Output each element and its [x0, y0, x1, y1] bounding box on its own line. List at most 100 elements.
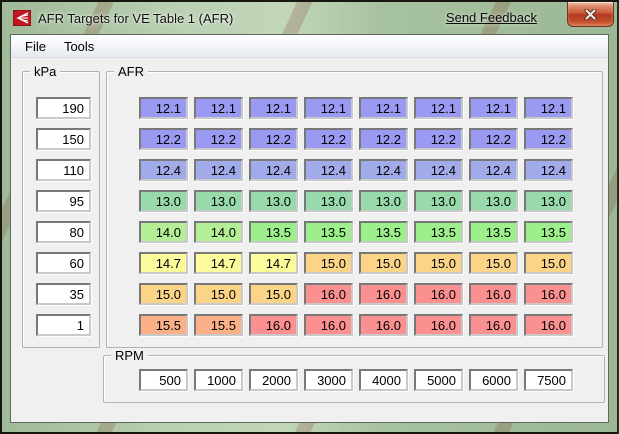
afr-cell[interactable]: 12.4	[249, 159, 298, 181]
afr-cell[interactable]: 12.1	[194, 97, 243, 119]
afr-cell[interactable]: 13.5	[359, 221, 408, 243]
afr-cell[interactable]: 13.5	[524, 221, 573, 243]
afr-cell[interactable]: 16.0	[359, 283, 408, 305]
afr-cell[interactable]: 13.0	[304, 190, 353, 212]
rpm-input[interactable]	[469, 369, 518, 391]
afr-cell[interactable]: 12.4	[469, 159, 518, 181]
afr-cell[interactable]: 12.4	[414, 159, 463, 181]
kpa-input[interactable]	[36, 283, 91, 305]
kpa-input[interactable]	[36, 97, 91, 119]
afr-cell[interactable]: 12.4	[139, 159, 188, 181]
rpm-input[interactable]	[524, 369, 573, 391]
afr-cell[interactable]: 15.0	[414, 252, 463, 274]
afr-cell[interactable]: 14.0	[139, 221, 188, 243]
rpm-input[interactable]	[414, 369, 463, 391]
title-bar[interactable]: AFR Targets for VE Table 1 (AFR) Send Fe…	[2, 2, 617, 34]
afr-cell[interactable]: 13.0	[139, 190, 188, 212]
rpm-groupbox-label: RPM	[111, 348, 148, 363]
kpa-groupbox-label: kPa	[30, 64, 61, 79]
afr-cell[interactable]: 13.0	[524, 190, 573, 212]
afr-cell[interactable]: 12.1	[139, 97, 188, 119]
afr-cell[interactable]: 12.1	[524, 97, 573, 119]
afr-cell[interactable]: 12.4	[304, 159, 353, 181]
afr-cell[interactable]: 12.1	[469, 97, 518, 119]
afr-cell[interactable]: 12.4	[524, 159, 573, 181]
afr-cell[interactable]: 12.1	[249, 97, 298, 119]
menu-item-tools[interactable]: Tools	[63, 38, 95, 54]
close-button[interactable]	[567, 2, 614, 27]
menu-bar: File Tools	[11, 35, 608, 58]
afr-groupbox-label: AFR	[114, 64, 148, 79]
menu-item-file[interactable]: File	[25, 38, 46, 54]
afr-cell[interactable]: 16.0	[524, 314, 573, 336]
afr-cell[interactable]: 16.0	[359, 314, 408, 336]
afr-cell[interactable]: 15.5	[194, 314, 243, 336]
afr-cell[interactable]: 12.2	[139, 128, 188, 150]
afr-cell[interactable]: 16.0	[469, 314, 518, 336]
window-title: AFR Targets for VE Table 1 (AFR)	[38, 10, 234, 26]
afr-cell[interactable]: 12.4	[359, 159, 408, 181]
afr-table: 12.1 12.1 12.1 12.1 12.1 12.1 12.1 12.1 12.2 12.2…	[139, 97, 573, 336]
close-icon	[584, 8, 597, 20]
rpm-input[interactable]	[359, 369, 408, 391]
afr-cell[interactable]: 12.2	[469, 128, 518, 150]
afr-cell[interactable]: 15.0	[359, 252, 408, 274]
afr-cell[interactable]: 12.2	[414, 128, 463, 150]
afr-cell[interactable]: 12.4	[194, 159, 243, 181]
kpa-input[interactable]	[36, 128, 91, 150]
kpa-input[interactable]	[36, 190, 91, 212]
afr-cell[interactable]: 12.2	[194, 128, 243, 150]
afr-cell[interactable]: 12.2	[524, 128, 573, 150]
afr-cell[interactable]: 14.7	[194, 252, 243, 274]
rpm-groupbox: RPM	[103, 348, 605, 403]
afr-cell[interactable]: 13.0	[469, 190, 518, 212]
afr-cell[interactable]: 12.1	[414, 97, 463, 119]
kpa-input[interactable]	[36, 252, 91, 274]
afr-cell[interactable]: 16.0	[414, 283, 463, 305]
afr-cell[interactable]: 12.2	[304, 128, 353, 150]
kpa-fields	[36, 97, 91, 336]
kpa-input[interactable]	[36, 159, 91, 181]
afr-cell[interactable]: 15.0	[524, 252, 573, 274]
afr-cell[interactable]: 13.5	[249, 221, 298, 243]
afr-cell[interactable]: 12.1	[304, 97, 353, 119]
kpa-groupbox: kPa	[22, 64, 100, 348]
rpm-input[interactable]	[249, 369, 298, 391]
app-icon	[13, 10, 31, 26]
afr-cell[interactable]: 16.0	[469, 283, 518, 305]
afr-cell[interactable]: 12.1	[359, 97, 408, 119]
rpm-input[interactable]	[304, 369, 353, 391]
afr-cell[interactable]: 15.5	[139, 314, 188, 336]
afr-cell[interactable]: 13.5	[469, 221, 518, 243]
afr-cell[interactable]: 13.0	[359, 190, 408, 212]
rpm-input[interactable]	[139, 369, 188, 391]
afr-cell[interactable]: 14.0	[194, 221, 243, 243]
rpm-fields	[139, 369, 573, 391]
afr-cell[interactable]: 16.0	[304, 283, 353, 305]
kpa-input[interactable]	[36, 221, 91, 243]
afr-cell[interactable]: 16.0	[414, 314, 463, 336]
afr-cell[interactable]: 12.2	[249, 128, 298, 150]
afr-cell[interactable]: 13.0	[249, 190, 298, 212]
afr-cell[interactable]: 13.0	[414, 190, 463, 212]
afr-cell[interactable]: 15.0	[249, 283, 298, 305]
afr-cell[interactable]: 16.0	[524, 283, 573, 305]
rpm-input[interactable]	[194, 369, 243, 391]
afr-cell[interactable]: 15.0	[194, 283, 243, 305]
afr-cell[interactable]: 15.0	[139, 283, 188, 305]
send-feedback-link[interactable]: Send Feedback	[445, 10, 537, 25]
afr-cell[interactable]: 12.2	[359, 128, 408, 150]
afr-groupbox: AFR 12.1 12.1 12.1 12.1 12.1 12.1 12.1 12.1 12.2…	[106, 64, 603, 348]
kpa-input[interactable]	[36, 314, 91, 336]
afr-cell[interactable]: 13.0	[194, 190, 243, 212]
afr-cell[interactable]: 16.0	[249, 314, 298, 336]
afr-cell[interactable]: 15.0	[304, 252, 353, 274]
afr-cell[interactable]: 14.7	[249, 252, 298, 274]
afr-cell[interactable]: 14.7	[139, 252, 188, 274]
afr-cell[interactable]: 15.0	[469, 252, 518, 274]
afr-cell[interactable]: 13.5	[304, 221, 353, 243]
afr-cell[interactable]: 16.0	[304, 314, 353, 336]
afr-cell[interactable]: 13.5	[414, 221, 463, 243]
